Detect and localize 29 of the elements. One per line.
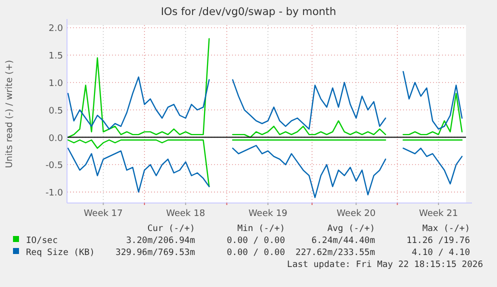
y-tick-label: 2.0 [48,24,64,34]
y-tick-label: 0.0 [48,134,64,144]
text: Min (-/+) [237,224,285,234]
legend-label: Req Size (KB) [26,248,95,258]
text: Last update: Fri May 22 18:15:15 2026 [287,260,483,270]
text: 3.20m/206.94m [126,236,195,246]
y-axis-title: Units read (-) / write (+) [5,60,15,168]
x-tick-label: Week 18 [166,209,206,219]
y-tick-label: 1.0 [48,79,64,90]
x-tick-label: Week 21 [418,209,458,219]
y-tick-label: -1.0 [45,188,64,199]
text: 4.10 / 4.10 [412,248,470,258]
x-tick-label: Week 19 [248,209,288,219]
y-tick-label: -0.5 [45,161,63,172]
text: 227.62m/233.55m [296,248,375,258]
text: 11.26 /19.76 [406,236,470,246]
text: 6.24m/44.40m [311,236,375,246]
text: Cur (-/+) [147,224,195,234]
text: 0.00 / 0.00 [226,248,285,258]
y-tick-label: 0.5 [48,106,63,116]
text: Max (-/+) [422,224,470,234]
x-tick-label: Week 20 [336,209,376,219]
text: 329.96m/769.53m [116,248,195,258]
legend-label: IO/sec [26,236,58,246]
chart-title: IOs for /dev/vg0/swap - by month [160,6,336,18]
y-tick-label: 1.5 [48,52,63,62]
text: 0.00 / 0.00 [226,236,285,246]
text: Avg (-/+) [327,224,375,234]
x-tick-label: Week 17 [84,209,123,219]
